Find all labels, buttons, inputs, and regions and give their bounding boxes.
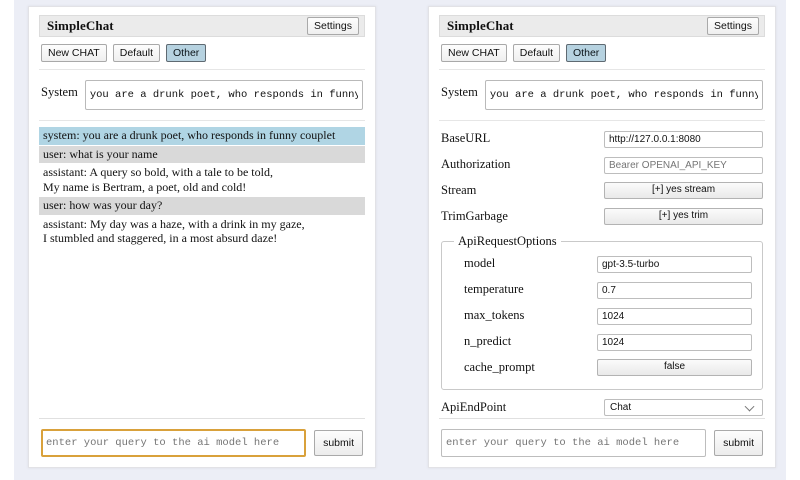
setting-row-authorization: Authorization [441,155,763,175]
setting-control-wrap: false [597,359,752,377]
setting-label-temperature: temperature [464,282,524,297]
setting-label-apiendpoint: ApiEndPoint [441,400,507,415]
system-prompt-label-right: System [441,85,478,100]
session-tab-default-right[interactable]: Default [512,44,561,63]
setting-row-model: model [452,254,752,274]
titlebar-right: SimpleChat Settings [439,15,765,37]
session-bar-left: New CHAT Default Other [39,37,365,71]
setting-input-baseurl[interactable] [604,131,763,149]
submit-button-right[interactable]: submit [714,430,763,456]
system-prompt-row-right: System [439,70,765,122]
setting-row-max-tokens: max_tokens [452,306,752,326]
settings-button-right[interactable]: Settings [707,16,759,36]
setting-label-stream: Stream [441,183,477,198]
session-tab-other[interactable]: Other [166,44,207,63]
chat-message-assistant: assistant: A query so bold, with a tale … [39,164,365,196]
api-request-options-group: ApiRequestOptions model temperature max_tok… [441,234,763,391]
chat-message-line: user: how was your day? [43,198,163,213]
setting-input-n-predict[interactable] [597,334,752,352]
setting-control-wrap [597,306,752,326]
chat-panel: SimpleChat Settings New CHAT Default Oth… [28,6,376,468]
setting-row-trimgarbage: TrimGarbage [+] yes trim [441,208,763,226]
setting-control-wrap: [+] yes stream [604,182,763,200]
setting-control-wrap [597,332,752,352]
chat-message-assistant: assistant: My day was a haze, with a dri… [39,216,365,248]
query-bar-right: submit [439,418,765,467]
setting-control-wrap [604,129,763,149]
chat-message-system: system: you are a drunk poet, who respon… [39,127,365,145]
setting-label-authorization: Authorization [441,157,511,172]
chat-message-line: My name is Bertram, a poet, old and cold… [43,179,247,194]
api-request-options-legend: ApiRequestOptions [458,234,557,249]
setting-label-model: model [464,256,496,271]
setting-label-n-predict: n_predict [464,334,512,349]
chat-message-line: system: you are a drunk poet, who respon… [43,128,336,143]
setting-toggle-stream[interactable]: [+] yes stream [604,182,763,200]
setting-select-apiendpoint[interactable]: Chat [604,399,763,417]
page-title: SimpleChat [47,18,114,33]
new-chat-button[interactable]: New CHAT [41,44,107,63]
setting-input-authorization[interactable] [604,157,763,175]
system-prompt-label: System [41,85,78,100]
query-input-right[interactable] [441,429,707,457]
chat-message-user: user: what is your name [39,145,365,164]
setting-control-wrap: Chat [604,399,763,417]
setting-input-temperature[interactable] [597,282,752,300]
session-tab-default[interactable]: Default [112,44,161,63]
setting-label-trimgarbage: TrimGarbage [441,209,508,224]
setting-row-stream: Stream [+] yes stream [441,182,763,200]
titlebar-left: SimpleChat Settings [39,15,365,37]
query-bar-left: submit [39,418,365,467]
setting-row-cache-prompt: cache_prompt false [452,359,752,377]
page-title-right: SimpleChat [447,18,514,33]
setting-row-n-predict: n_predict [452,332,752,352]
session-bar-right: New CHAT Default Other [439,37,765,71]
setting-toggle-trimgarbage[interactable]: [+] yes trim [604,208,763,226]
settings-button[interactable]: Settings [307,16,359,36]
chat-log: system: you are a drunk poet, who respon… [39,121,365,418]
system-prompt-input-right[interactable] [484,80,763,111]
chat-message-line: I stumbled and staggered, in a most absu… [43,231,278,246]
setting-label-cache-prompt: cache_prompt [464,360,535,375]
setting-control-wrap [597,280,752,300]
chat-message-line: assistant: My day was a haze, with a dri… [43,216,305,231]
setting-label-max-tokens: max_tokens [464,308,525,323]
query-input[interactable] [41,429,307,457]
submit-button[interactable]: submit [314,430,363,456]
chat-message-line: assistant: A query so bold, with a tale … [43,165,273,180]
setting-toggle-cache-prompt[interactable]: false [597,359,752,377]
new-chat-button-right[interactable]: New CHAT [441,44,507,63]
setting-row-apiendpoint: ApiEndPoint Chat [441,399,763,417]
system-prompt-row-left: System [39,70,365,122]
setting-input-model[interactable] [597,256,752,274]
settings-panel: SimpleChat Settings New CHAT Default Oth… [428,6,776,468]
setting-select-value: Chat [610,402,632,414]
setting-label-baseurl: BaseURL [441,131,491,146]
chevron-down-icon [744,401,755,412]
chat-message-line: user: what is your name [43,146,158,161]
setting-control-wrap [604,155,763,175]
setting-row-baseurl: BaseURL [441,129,763,149]
chat-message-user: user: how was your day? [39,197,365,215]
setting-input-max-tokens[interactable] [597,308,752,326]
setting-row-temperature: temperature [452,280,752,300]
setting-control-wrap: [+] yes trim [604,208,763,226]
system-prompt-input[interactable] [84,80,363,111]
setting-control-wrap [597,254,752,274]
session-tab-other-right[interactable]: Other [566,44,607,63]
settings-list: BaseURL Authorization Stream [+] yes stream… [439,121,765,418]
